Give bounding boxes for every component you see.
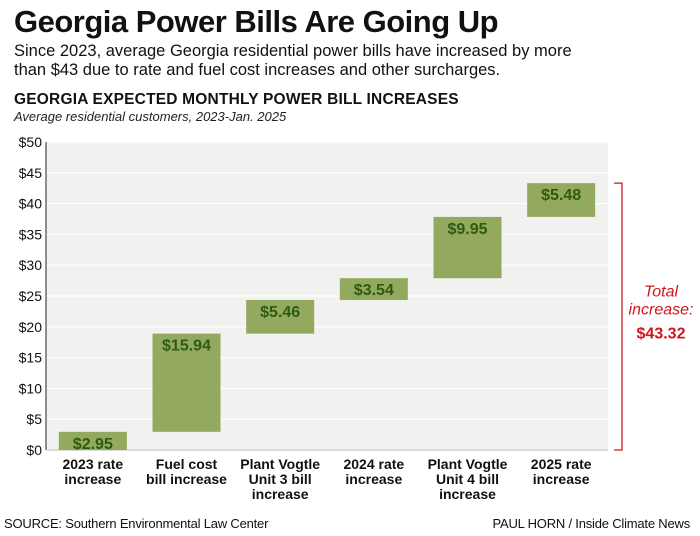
bar xyxy=(339,278,408,301)
total-label: increase: xyxy=(629,302,694,319)
total-value: $43.32 xyxy=(637,326,686,343)
x-tick-label: Unit 3 bill xyxy=(249,471,312,487)
credit-note: PAUL HORN / Inside Climate News xyxy=(492,516,690,531)
x-tick-label: 2024 rate xyxy=(343,456,404,472)
source-note: SOURCE: Southern Environmental Law Cente… xyxy=(4,516,269,531)
y-tick-label: $15 xyxy=(19,350,43,366)
page-title: Georgia Power Bills Are Going Up xyxy=(14,4,499,39)
y-tick-label: $20 xyxy=(19,319,43,335)
bar xyxy=(58,431,127,450)
chart-subtitle: Average residential customers, 2023-Jan.… xyxy=(14,109,287,124)
x-tick-label: 2023 rate xyxy=(62,456,123,472)
y-tick-label: $0 xyxy=(26,442,42,458)
y-tick-label: $30 xyxy=(19,257,43,273)
bar xyxy=(527,183,596,217)
chart-title: GEORGIA EXPECTED MONTHLY POWER BILL INCR… xyxy=(14,91,459,108)
total-bracket xyxy=(614,182,623,451)
x-tick-label: increase xyxy=(64,471,121,487)
y-tick-label: $35 xyxy=(19,226,43,242)
y-tick-label: $25 xyxy=(19,288,43,304)
x-tick-label: Fuel cost xyxy=(156,456,218,472)
bar xyxy=(433,216,502,279)
y-tick-label: $5 xyxy=(26,411,42,427)
x-tick-label: increase xyxy=(252,486,309,502)
y-tick-label: $50 xyxy=(19,134,43,150)
y-tick-label: $45 xyxy=(19,165,43,181)
y-tick-label: $40 xyxy=(19,196,43,212)
bar-value-label: $9.95 xyxy=(447,221,487,238)
x-tick-label: Plant Vogtle xyxy=(428,456,508,472)
x-tick-label: increase xyxy=(439,486,496,502)
bar-value-label: $3.54 xyxy=(354,282,394,299)
bar-value-label: $5.46 xyxy=(260,304,300,321)
x-tick-label: increase xyxy=(345,471,402,487)
x-tick-label: bill increase xyxy=(146,471,227,487)
x-tick-label: Unit 4 bill xyxy=(436,471,499,487)
page-subtitle: Since 2023, average Georgia residential … xyxy=(14,42,572,79)
x-tick-label: increase xyxy=(533,471,590,487)
bar xyxy=(246,300,315,334)
y-tick-label: $10 xyxy=(19,380,43,396)
bar-value-label: $15.94 xyxy=(162,338,211,355)
bar-value-label: $5.48 xyxy=(541,187,581,204)
bar xyxy=(152,333,221,432)
total-label: Total xyxy=(644,284,679,301)
x-tick-label: Plant Vogtle xyxy=(240,456,320,472)
x-tick-label: 2025 rate xyxy=(531,456,592,472)
bar-value-label: $2.95 xyxy=(73,436,113,453)
